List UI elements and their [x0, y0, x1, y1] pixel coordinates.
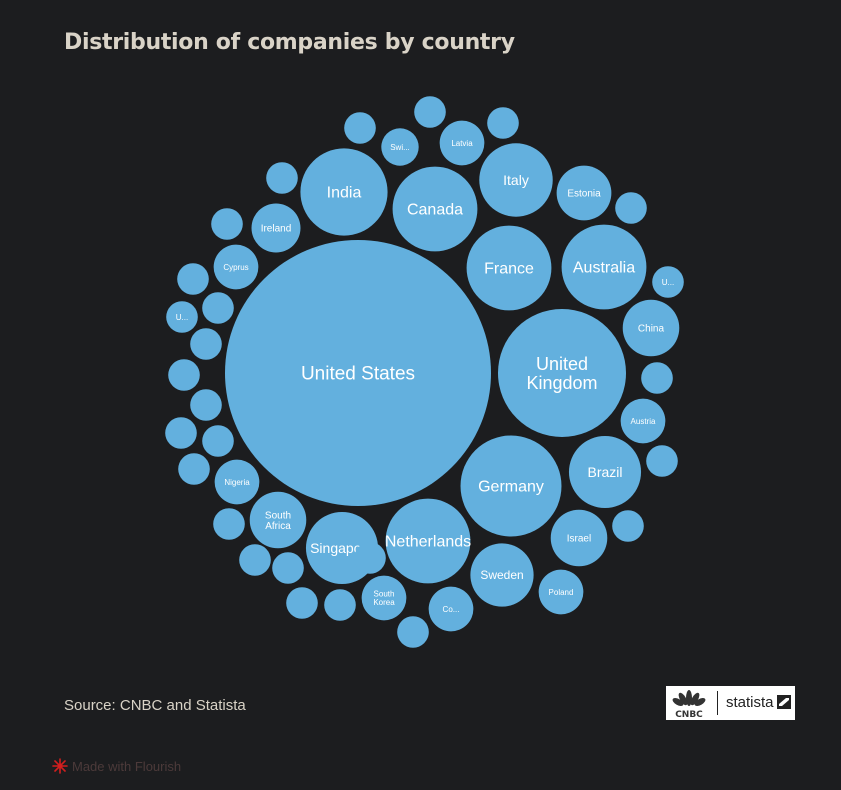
bubble-unlabeled-38[interactable]: [190, 389, 222, 421]
statista-wordmark: statista: [726, 694, 774, 711]
bubble-france[interactable]: [466, 225, 552, 311]
bubble-germany[interactable]: [460, 435, 562, 537]
bubble-label-netherlands: Netherlands: [385, 534, 471, 551]
bubble-south-korea[interactable]: [361, 575, 407, 621]
logo-divider: [717, 691, 718, 715]
bubble-poland[interactable]: [538, 569, 584, 615]
cnbc-wordmark: CNBC: [675, 710, 703, 719]
bubble-label-u: U...: [662, 278, 674, 287]
bubble-unlabeled-48[interactable]: [397, 616, 429, 648]
bubble-u[interactable]: [166, 301, 198, 333]
bubble-unlabeled-50[interactable]: [239, 544, 271, 576]
bubble-unlabeled-36[interactable]: [168, 359, 200, 391]
source-note: Source: CNBC and Statista: [64, 697, 246, 714]
bubble-unlabeled-41[interactable]: [646, 445, 678, 477]
bubble-label-austria: Austria: [631, 417, 656, 426]
bubble-label-nigeria: Nigeria: [224, 478, 250, 487]
bubble-unlabeled-34[interactable]: [202, 292, 234, 324]
bubble-label-co: Co...: [443, 605, 460, 614]
bubble-latvia[interactable]: [439, 120, 485, 166]
bubble-united-states[interactable]: [225, 240, 491, 506]
bubble-sweden[interactable]: [470, 543, 534, 607]
bubble-china[interactable]: [622, 299, 680, 357]
bubble-unlabeled-39[interactable]: [165, 417, 197, 449]
bubble-austria[interactable]: [620, 398, 666, 444]
bubble-u[interactable]: [652, 266, 684, 298]
bubble-swi[interactable]: [381, 128, 419, 166]
bubble-label-united-kingdom: United Kingdom: [526, 354, 597, 393]
bubble-label-india: India: [327, 185, 362, 202]
bubble-united-kingdom[interactable]: [497, 308, 627, 438]
cnbc-logo: CNBC: [672, 690, 706, 719]
bubble-canada[interactable]: [392, 166, 478, 252]
bubble-italy[interactable]: [479, 143, 553, 217]
bubble-label-ireland: Ireland: [261, 224, 292, 235]
bubble-unlabeled-42[interactable]: [178, 453, 210, 485]
bubble-label-sweden: Sweden: [480, 568, 523, 582]
bubble-unlabeled-29[interactable]: [487, 107, 519, 139]
bubble-label-poland: Poland: [549, 588, 574, 597]
bubble-india[interactable]: [300, 148, 388, 236]
bubble-co[interactable]: [428, 586, 474, 632]
bubble-unlabeled-46[interactable]: [286, 587, 318, 619]
bubble-netherlands[interactable]: [385, 498, 471, 584]
bubble-unlabeled-47[interactable]: [324, 589, 356, 621]
bubble-unlabeled-33[interactable]: [177, 263, 209, 295]
bubble-unlabeled-49[interactable]: [354, 542, 386, 574]
flourish-icon: [52, 758, 68, 774]
flourish-credit[interactable]: Made with Flourish: [52, 757, 181, 775]
bubble-unlabeled-32[interactable]: [211, 208, 243, 240]
bubble-brazil[interactable]: [568, 435, 642, 509]
bubble-label-south-africa: South Africa: [265, 510, 291, 532]
bubble-unlabeled-30[interactable]: [266, 162, 298, 194]
bubble-label-italy: Italy: [503, 172, 529, 188]
credit-text: Made with Flourish: [72, 758, 182, 774]
bubble-label-china: China: [638, 324, 665, 335]
bubble-label-latvia: Latvia: [451, 139, 473, 148]
bubble-label-brazil: Brazil: [587, 464, 622, 480]
bubble-label-united-states: United States: [301, 364, 415, 385]
bubble-unlabeled-44[interactable]: [612, 510, 644, 542]
bubble-israel[interactable]: [550, 509, 608, 567]
bubble-unlabeled-35[interactable]: [190, 328, 222, 360]
bubble-label-estonia: Estonia: [567, 189, 601, 200]
logo-box: CNBC statista: [666, 686, 795, 720]
bubble-south-africa[interactable]: [249, 491, 307, 549]
bubble-label-canada: Canada: [407, 202, 463, 219]
bubble-label-swi: Swi...: [390, 143, 410, 152]
bubble-unlabeled-27[interactable]: [414, 96, 446, 128]
bubble-label-south-korea: South Korea: [373, 590, 395, 607]
statista-icon: [777, 695, 791, 709]
bubble-nigeria[interactable]: [214, 459, 260, 505]
bubble-australia[interactable]: [561, 224, 647, 310]
bubble-unlabeled-45[interactable]: [272, 552, 304, 584]
bubble-label-israel: Israel: [567, 534, 591, 545]
bubble-label-australia: Australia: [573, 260, 635, 277]
bubble-unlabeled-43[interactable]: [213, 508, 245, 540]
bubble-label-france: France: [484, 261, 534, 278]
bubble-unlabeled-31[interactable]: [615, 192, 647, 224]
bubble-unlabeled-28[interactable]: [344, 112, 376, 144]
bubble-cyprus[interactable]: [213, 244, 259, 290]
bubble-unlabeled-37[interactable]: [641, 362, 673, 394]
bubble-estonia[interactable]: [556, 165, 612, 221]
bubble-label-cyprus: Cyprus: [223, 263, 248, 272]
bubble-ireland[interactable]: [251, 203, 301, 253]
bubble-label-germany: Germany: [478, 479, 544, 496]
chart-title: Distribution of companies by country: [64, 30, 515, 55]
bubble-unlabeled-40[interactable]: [202, 425, 234, 457]
bubble-label-u: U...: [176, 313, 188, 322]
